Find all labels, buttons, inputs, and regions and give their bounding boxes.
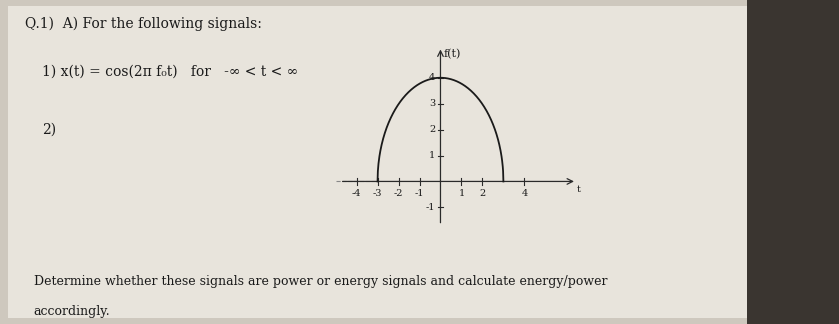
Text: 1) x(t) = cos(2π f₀t)   for   -∞ < t < ∞: 1) x(t) = cos(2π f₀t) for -∞ < t < ∞ <box>42 65 298 79</box>
Text: -1: -1 <box>414 189 425 198</box>
Text: -3: -3 <box>373 189 383 198</box>
Text: -1: -1 <box>425 203 435 212</box>
Bar <box>747 0 839 324</box>
FancyBboxPatch shape <box>8 6 747 318</box>
Text: f(t): f(t) <box>444 49 461 60</box>
Text: -4: -4 <box>352 189 362 198</box>
Text: t: t <box>577 185 581 194</box>
Text: 2: 2 <box>429 125 435 134</box>
Text: Determine whether these signals are power or energy signals and calculate energy: Determine whether these signals are powe… <box>34 275 607 288</box>
Text: 2: 2 <box>479 189 486 198</box>
Text: 4: 4 <box>521 189 528 198</box>
Text: 2): 2) <box>42 123 56 137</box>
Text: -2: -2 <box>393 189 404 198</box>
Text: 1: 1 <box>458 189 465 198</box>
Text: 3: 3 <box>429 99 435 108</box>
Text: accordingly.: accordingly. <box>34 305 110 318</box>
Text: 1: 1 <box>429 151 435 160</box>
Text: 4: 4 <box>429 73 435 82</box>
Text: Q.1)  A) For the following signals:: Q.1) A) For the following signals: <box>25 16 262 30</box>
